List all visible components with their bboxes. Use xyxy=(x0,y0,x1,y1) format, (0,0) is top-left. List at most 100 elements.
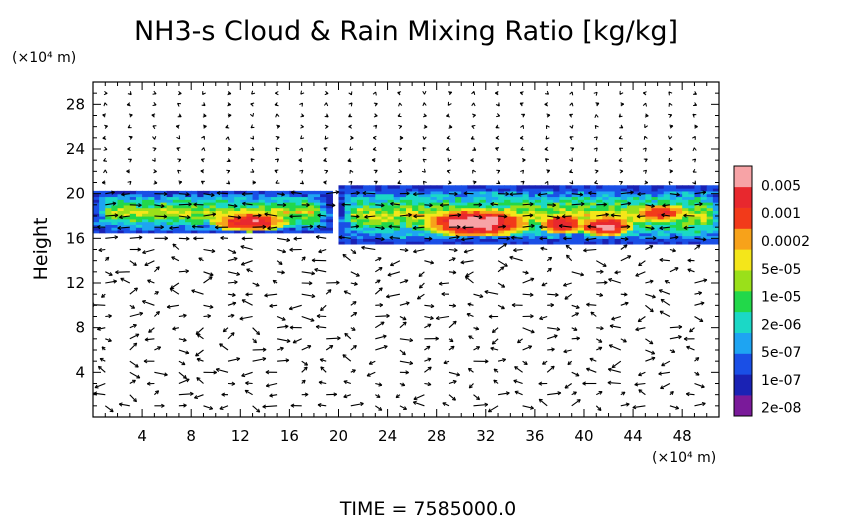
field-cell xyxy=(406,185,413,188)
wind-arrow-head xyxy=(428,385,431,386)
field-cell xyxy=(136,191,143,194)
wind-arrow-head xyxy=(530,408,533,409)
wind-arrow-head xyxy=(216,368,219,369)
colorbar: 0.0050.0010.00025e-051e-052e-065e-071e-0… xyxy=(734,166,810,417)
wind-arrow-head xyxy=(344,381,348,382)
wind-arrow-head xyxy=(514,380,517,381)
colorbar-label: 0.001 xyxy=(761,206,801,222)
wind-arrow-head xyxy=(153,94,157,95)
field-cell xyxy=(351,185,358,188)
field-cell xyxy=(381,185,388,188)
wind-arrow xyxy=(375,316,389,317)
wind-arrow-head xyxy=(580,275,583,276)
wind-arrow-head xyxy=(154,183,157,184)
field-cell xyxy=(541,185,548,188)
wind-arrow-head xyxy=(183,341,186,342)
wind-arrow-head xyxy=(212,251,215,252)
wind-arrow-head xyxy=(210,307,213,308)
wind-arrow-head xyxy=(311,321,315,322)
field-cell xyxy=(566,185,573,188)
wind-arrow-head xyxy=(105,170,107,173)
wind-arrow-head xyxy=(456,375,459,376)
wind-arrow-head xyxy=(343,254,347,255)
y-tick-label: 4 xyxy=(75,363,85,381)
wind-arrow-head xyxy=(300,127,303,128)
wind-arrow-head xyxy=(400,103,402,106)
wind-arrow-head xyxy=(119,403,122,404)
x-tick-label: 36 xyxy=(525,427,544,445)
wind-arrow-head xyxy=(423,148,426,149)
wind-arrow-head xyxy=(525,273,528,274)
wind-arrow-head xyxy=(650,311,653,312)
wind-arrow-head xyxy=(287,341,290,342)
field-cell xyxy=(529,185,536,188)
wind-arrow-head xyxy=(449,127,452,128)
field-cell xyxy=(639,185,646,188)
wind-arrow-head xyxy=(430,263,433,264)
wind-vectors xyxy=(91,91,707,412)
plot-content xyxy=(91,91,720,412)
wind-arrow-head xyxy=(362,246,365,247)
wind-arrow-head xyxy=(669,158,670,161)
wind-arrow-head xyxy=(402,354,405,355)
wind-arrow-head xyxy=(351,103,352,107)
y-axis-label: Height xyxy=(30,218,52,281)
wind-arrow-head xyxy=(600,296,603,297)
wind-arrow-head xyxy=(701,387,704,388)
field-cell xyxy=(615,185,622,188)
wind-arrow-head xyxy=(423,91,425,94)
field-cell xyxy=(228,191,235,194)
field-cell xyxy=(253,191,260,194)
wind-arrow-head xyxy=(251,150,255,151)
field-cell xyxy=(474,185,481,188)
field-cell xyxy=(431,185,438,188)
field-cell xyxy=(283,191,290,194)
field-cell xyxy=(694,185,701,188)
wind-arrow-head xyxy=(496,116,500,117)
wind-arrow xyxy=(130,343,137,350)
wind-arrow-head xyxy=(659,290,662,291)
wind-arrow-head xyxy=(452,400,455,401)
wind-arrow-head xyxy=(232,295,235,296)
wind-arrow-head xyxy=(203,116,206,117)
wind-arrow xyxy=(465,276,473,283)
field-cell xyxy=(609,185,616,188)
wind-arrow-head xyxy=(279,264,283,265)
colorbar-swatch xyxy=(734,312,752,333)
field-cell xyxy=(338,185,345,188)
wind-arrow-head xyxy=(423,136,424,139)
wind-arrow-head xyxy=(572,103,573,106)
colorbar-label: 5e-05 xyxy=(761,262,801,278)
wind-arrow-head xyxy=(251,103,254,104)
field-cell xyxy=(400,185,407,188)
wind-arrow-head xyxy=(646,103,647,106)
wind-arrow-head xyxy=(476,329,479,330)
field-cell xyxy=(688,185,695,188)
wind-arrow-head xyxy=(197,358,201,359)
field-cell xyxy=(480,185,487,188)
x-tick-label: 20 xyxy=(329,427,348,445)
wind-arrow-head xyxy=(315,268,318,269)
x-tick-label: 24 xyxy=(378,427,397,445)
colorbar-swatch xyxy=(734,249,752,270)
wind-arrow-head xyxy=(447,170,450,171)
colorbar-swatch xyxy=(734,333,752,354)
y-tick-label: 28 xyxy=(66,95,85,113)
colorbar-swatch xyxy=(734,208,752,229)
y-tick-label: 16 xyxy=(66,229,85,247)
field-cell xyxy=(308,191,315,194)
colorbar-label: 0.0002 xyxy=(761,234,810,250)
field-cell xyxy=(148,191,155,194)
field-cell xyxy=(394,185,401,188)
wind-arrow-head xyxy=(510,256,514,257)
colorbar-swatch xyxy=(734,270,752,291)
field-cell xyxy=(265,191,272,194)
wind-arrow-head xyxy=(202,105,205,106)
field-cell xyxy=(437,185,444,188)
wind-arrow-head xyxy=(324,181,327,182)
wind-arrow-head xyxy=(610,325,613,326)
field-cell xyxy=(142,191,149,194)
wind-arrow-head xyxy=(523,170,524,174)
wind-arrow-head xyxy=(410,341,413,342)
x-tick-label: 16 xyxy=(280,427,299,445)
